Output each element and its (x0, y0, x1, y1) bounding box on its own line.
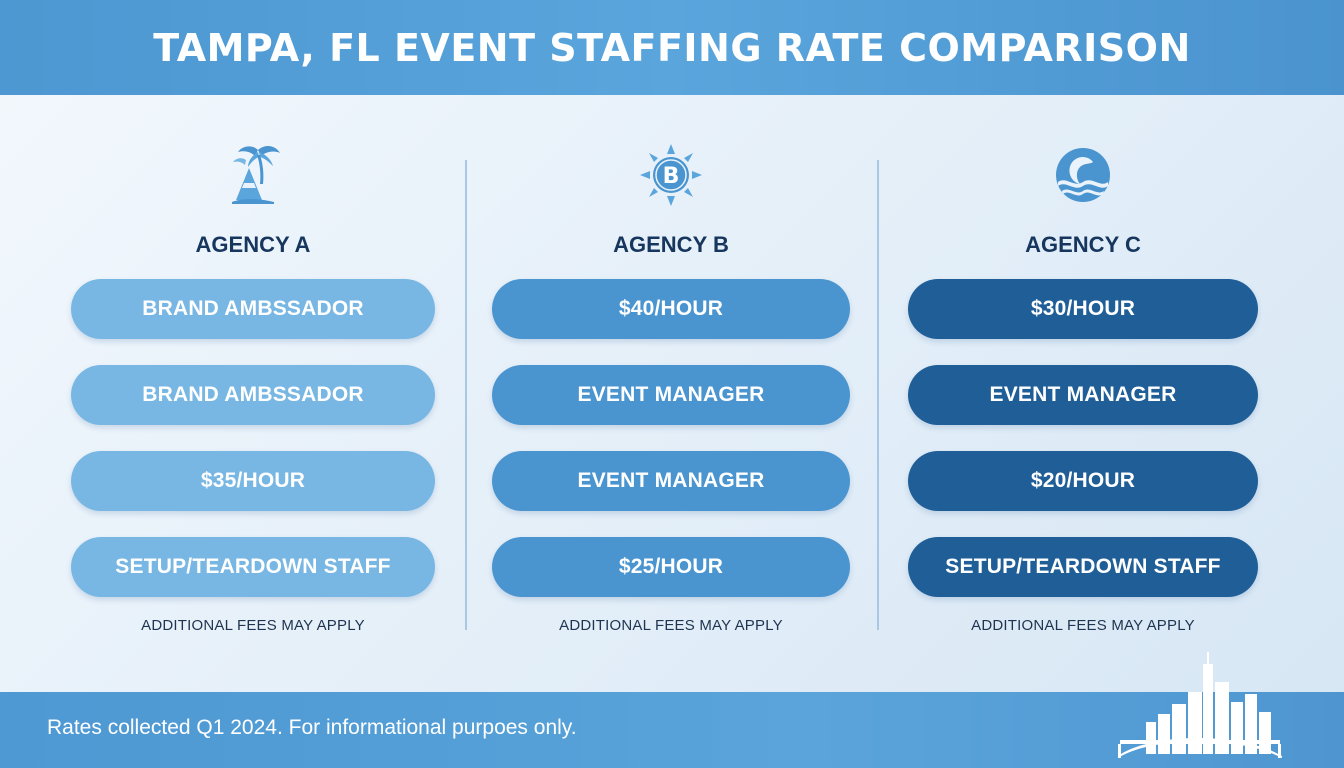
agency-c-column: AGENCY C $30/HOUR EVENT MANAGER $20/HOUR… (900, 140, 1266, 634)
footer-bar: Rates collected Q1 2024. For information… (0, 692, 1344, 768)
fees-note: ADDITIONAL FEES MAY APPLY (559, 617, 783, 634)
wave-icon (1048, 140, 1118, 210)
agency-a-column: AGENCY A BRAND AMBSSADOR BRAND AMBSSADOR… (70, 140, 436, 634)
logo-letter: B (663, 164, 680, 189)
rate-pill: SETUP/TEARDOWN STAFF (71, 537, 435, 597)
rate-pill: EVENT MANAGER (492, 365, 850, 425)
agency-name: AGENCY C (1025, 232, 1141, 257)
column-divider (465, 160, 467, 630)
column-divider (877, 160, 879, 630)
fees-note: ADDITIONAL FEES MAY APPLY (971, 617, 1195, 634)
rate-pill: EVENT MANAGER (492, 451, 850, 511)
rate-pill: $25/HOUR (492, 537, 850, 597)
city-skyline-icon (1112, 652, 1287, 760)
agency-name: AGENCY A (195, 232, 311, 257)
page-title: TAMPA, FL EVENT STAFFING RATE COMPARISON (153, 25, 1191, 70)
footer-note: Rates collected Q1 2024. For information… (47, 716, 577, 739)
rate-pill: EVENT MANAGER (908, 365, 1258, 425)
rate-pill: BRAND AMBSSADOR (71, 279, 435, 339)
palm-tree-icon (218, 140, 288, 210)
rate-pill: $40/HOUR (492, 279, 850, 339)
rate-pill: $20/HOUR (908, 451, 1258, 511)
rate-pill: $35/HOUR (71, 451, 435, 511)
agency-name: AGENCY B (613, 232, 729, 257)
header-banner: TAMPA, FL EVENT STAFFING RATE COMPARISON (0, 0, 1344, 95)
agency-b-column: B AGENCY B $40/HOUR EVENT MANAGER EVENT … (488, 140, 854, 634)
rate-pill: BRAND AMBSSADOR (71, 365, 435, 425)
rate-pill: SETUP/TEARDOWN STAFF (908, 537, 1258, 597)
rate-pill: $30/HOUR (908, 279, 1258, 339)
sun-icon: B (636, 140, 706, 210)
fees-note: ADDITIONAL FEES MAY APPLY (141, 617, 365, 634)
